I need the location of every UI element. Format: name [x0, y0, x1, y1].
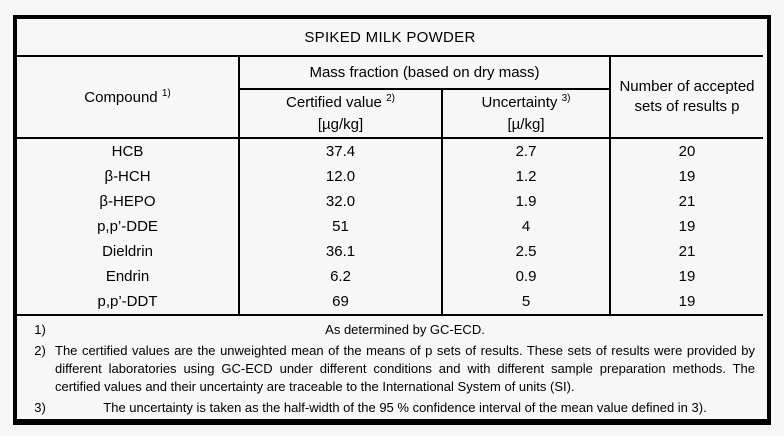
accepted-sets-cell: 21: [609, 239, 763, 264]
compound-cell: Endrin: [105, 268, 150, 285]
table-row: β-HCH 12.0 1.2 19: [17, 164, 763, 189]
accepted-sets-cell: 20: [609, 138, 763, 164]
compound-cell: HCB: [111, 143, 144, 160]
accepted-sets-cell: 19: [609, 289, 763, 316]
certified-value-cell: 6.2: [238, 264, 442, 289]
uncertainty-column-header: Uncertainty 3) [µ/kg]: [441, 89, 610, 139]
certified-value-cell: 36.1: [238, 239, 442, 264]
footnote-ref-1: 1): [161, 87, 171, 99]
uncertainty-cell: 0.9: [441, 264, 610, 289]
uncertainty-unit: [µ/kg]: [507, 115, 545, 133]
table-row: p,p’-DDE 51 4 19: [17, 214, 763, 239]
footnote-text: The uncertainty is taken as the half-wid…: [103, 399, 707, 415]
footnote-text: The certified values are the unweighted …: [55, 342, 755, 394]
accepted-sets-cell: 21: [609, 189, 763, 214]
footnote-3: 3) The uncertainty is taken as the half-…: [25, 399, 755, 417]
compound-column-header: Compound 1): [17, 56, 239, 139]
footnote-1: 1) As determined by GC-ECD.: [25, 321, 755, 339]
certified-value-cell: 69: [238, 289, 442, 316]
table-title: SPIKED MILK POWDER: [17, 19, 763, 57]
footnote-number: 1): [34, 322, 46, 337]
accepted-sets-cell: 19: [609, 264, 763, 289]
certified-value-column-header: Certified value 2) [µg/kg]: [238, 89, 442, 139]
footnotes: 1) As determined by GC-ECD. 2) The certi…: [17, 316, 763, 424]
certified-value-header-label: Certified value: [286, 93, 382, 111]
compound-cell: p,p’-DDE: [97, 218, 158, 235]
accepted-sets-cell: 19: [609, 214, 763, 239]
table-row: p,p’-DDT 69 5 19: [17, 289, 763, 316]
certified-value-unit: [µg/kg]: [317, 115, 364, 133]
certified-values-table: SPIKED MILK POWDER Compound 1) Mass frac…: [17, 19, 763, 424]
compound-cell: β-HCH: [104, 168, 151, 185]
mass-fraction-group-header: Mass fraction (based on dry mass): [238, 56, 610, 90]
table-row: Endrin 6.2 0.9 19: [17, 264, 763, 289]
uncertainty-cell: 5: [441, 289, 610, 316]
footnotes-cell: 1) As determined by GC-ECD. 2) The certi…: [17, 315, 763, 424]
table-row: Dieldrin 36.1 2.5 21: [17, 239, 763, 264]
footnote-ref-2: 2): [386, 92, 395, 104]
header-row-2: Certified value 2) [µg/kg] Uncertainty 3…: [17, 89, 763, 139]
uncertainty-cell: 1.9: [441, 189, 610, 214]
table-row: β-HEPO 32.0 1.9 21: [17, 189, 763, 214]
compound-header-label: Compound: [84, 88, 158, 106]
title-row: SPIKED MILK POWDER: [17, 19, 763, 57]
header-row-1: Compound 1) Mass fraction (based on dry …: [17, 56, 763, 139]
uncertainty-cell: 4: [441, 214, 610, 239]
footnote-number: 2): [34, 342, 46, 358]
compound-cell: p,p’-DDT: [17, 289, 239, 316]
footnote-number: 3): [34, 399, 46, 415]
footnote-text: As determined by GC-ECD.: [325, 322, 485, 337]
compound-cell: β-HEPO: [99, 193, 156, 210]
uncertainty-header-label: Uncertainty: [481, 93, 558, 111]
accepted-sets-cell: 19: [609, 164, 763, 189]
certified-value-cell: 37.4: [238, 138, 442, 164]
document-frame: SPIKED MILK POWDER Compound 1) Mass frac…: [13, 15, 771, 425]
uncertainty-cell: 2.7: [441, 138, 610, 164]
certified-value-cell: 12.0: [238, 164, 442, 189]
footnote-ref-3: 3): [561, 92, 571, 104]
compound-cell: Dieldrin: [102, 243, 153, 260]
uncertainty-cell: 2.5: [441, 239, 610, 264]
footnote-2: 2) The certified values are the unweight…: [25, 342, 755, 396]
uncertainty-cell: 1.2: [441, 164, 610, 189]
footnotes-row: 1) As determined by GC-ECD. 2) The certi…: [17, 315, 763, 424]
table-row: HCB 37.4 2.7 20: [17, 138, 763, 164]
certified-value-cell: 32.0: [238, 189, 442, 214]
certified-value-cell: 51: [238, 214, 442, 239]
accepted-sets-column-header: Number of accepted sets of results p: [609, 56, 763, 139]
